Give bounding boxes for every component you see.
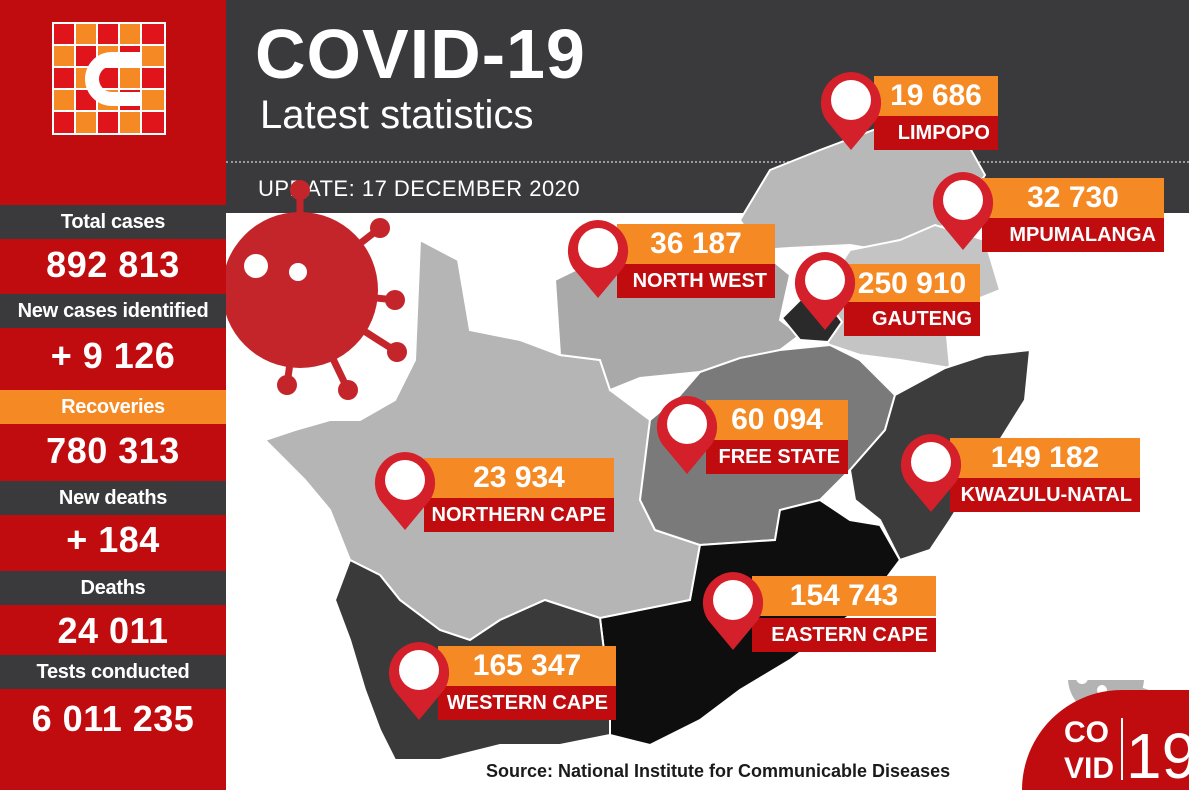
virus-icon xyxy=(222,180,407,400)
count-western-cape: 165 347 xyxy=(438,646,616,686)
stat-value-total-cases: 892 813 xyxy=(46,244,180,285)
stats-sidebar: Total cases 892 813 New cases identified… xyxy=(0,0,226,790)
name-mpumalanga: MPUMALANGA xyxy=(982,218,1164,252)
count-kwazulu-natal: 149 182 xyxy=(950,438,1140,478)
stat-value-new-cases: + 9 126 xyxy=(50,335,176,376)
dotted-divider xyxy=(226,161,1189,163)
name-north-west: NORTH WEST xyxy=(617,264,775,298)
badge-text-19: 19 xyxy=(1126,720,1189,790)
map-pin-icon xyxy=(656,396,718,474)
count-eastern-cape: 154 743 xyxy=(752,576,936,616)
map-pin-icon xyxy=(794,252,856,330)
count-north-west: 36 187 xyxy=(617,224,775,264)
name-northern-cape: NORTHERN CAPE xyxy=(424,498,614,532)
map-pin-icon xyxy=(388,642,450,720)
stat-label-tests: Tests conducted xyxy=(0,655,226,689)
map-pin-icon xyxy=(567,220,629,298)
map-pin-icon xyxy=(374,452,436,530)
map-pin-icon xyxy=(900,434,962,512)
name-free-state: FREE STATE xyxy=(706,440,848,474)
stat-value-deaths: 24 011 xyxy=(57,610,169,651)
stat-label-new-cases: New cases identified xyxy=(0,294,226,328)
stat-value-recoveries: 780 313 xyxy=(46,430,180,471)
stat-label-total-cases: Total cases xyxy=(0,205,226,239)
stat-value-tests: 6 011 235 xyxy=(31,698,195,739)
brand-logo-icon xyxy=(52,22,166,135)
stat-value-new-deaths: + 184 xyxy=(66,519,160,560)
page-title: COVID-19 xyxy=(255,15,586,93)
source-credit: Source: National Institute for Communica… xyxy=(486,761,951,781)
name-gauteng: GAUTENG xyxy=(844,302,980,336)
count-limpopo: 19 686 xyxy=(874,76,998,116)
page-subtitle: Latest statistics xyxy=(260,93,534,137)
map-pin-icon xyxy=(702,572,764,650)
count-mpumalanga: 32 730 xyxy=(982,178,1164,218)
badge-text-co: CO xyxy=(1064,716,1109,749)
stat-label-new-deaths: New deaths xyxy=(0,481,226,515)
update-date: UPDATE: 17 DECEMBER 2020 xyxy=(258,176,581,201)
count-gauteng: 250 910 xyxy=(844,264,980,304)
name-kwazulu-natal: KWAZULU-NATAL xyxy=(950,478,1140,512)
map-pin-icon xyxy=(820,72,882,150)
stat-label-recoveries: Recoveries xyxy=(0,390,226,424)
covid-badge: CO VID 19 xyxy=(1022,680,1189,790)
badge-text-vid: VID xyxy=(1064,752,1114,785)
map-pin-icon xyxy=(932,172,994,250)
name-limpopo: LIMPOPO xyxy=(874,116,998,150)
stat-label-deaths: Deaths xyxy=(0,571,226,605)
header-band xyxy=(226,0,1189,213)
count-northern-cape: 23 934 xyxy=(424,458,614,498)
name-western-cape: WESTERN CAPE xyxy=(438,686,616,720)
count-free-state: 60 094 xyxy=(706,400,848,440)
name-eastern-cape: EASTERN CAPE xyxy=(752,618,936,652)
